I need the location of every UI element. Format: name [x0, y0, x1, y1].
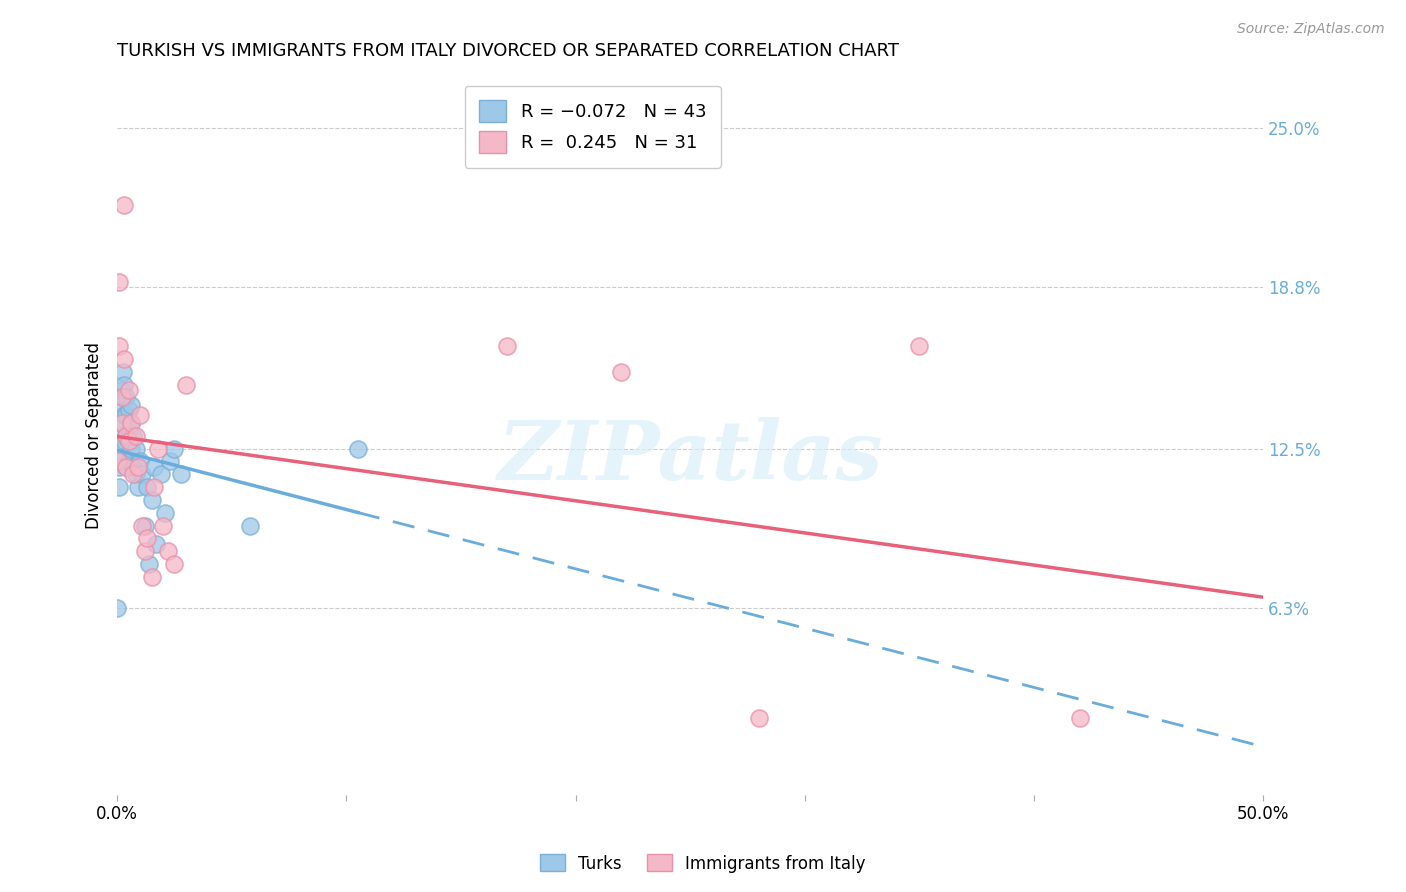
- Point: [115, 409, 138, 423]
- Point: [136, 480, 159, 494]
- Point: [108, 480, 131, 494]
- Point: [156, 544, 179, 558]
- Point: [112, 377, 135, 392]
- Point: [108, 275, 131, 289]
- Point: [127, 480, 149, 494]
- Point: [174, 377, 197, 392]
- Point: [118, 434, 141, 448]
- Point: [111, 403, 134, 417]
- Point: [108, 459, 131, 474]
- Point: [129, 409, 152, 423]
- Point: [148, 442, 170, 456]
- Legend: Turks, Immigrants from Italy: Turks, Immigrants from Italy: [533, 847, 873, 880]
- Point: [115, 459, 138, 474]
- Point: [115, 390, 138, 404]
- Point: [134, 544, 156, 558]
- Point: [118, 403, 141, 417]
- Point: [149, 467, 172, 482]
- Point: [239, 518, 262, 533]
- Point: [112, 409, 135, 423]
- Point: [107, 454, 129, 468]
- Point: [131, 518, 153, 533]
- Point: [142, 459, 165, 474]
- Point: [131, 467, 153, 482]
- Text: TURKISH VS IMMIGRANTS FROM ITALY DIVORCED OR SEPARATED CORRELATION CHART: TURKISH VS IMMIGRANTS FROM ITALY DIVORCE…: [117, 42, 900, 60]
- Point: [112, 390, 135, 404]
- Point: [122, 429, 145, 443]
- Point: [145, 536, 167, 550]
- Point: [118, 454, 141, 468]
- Point: [118, 424, 141, 438]
- Point: [134, 518, 156, 533]
- Point: [124, 467, 146, 482]
- Point: [120, 442, 142, 456]
- Point: [108, 339, 131, 353]
- Point: [347, 442, 370, 456]
- Point: [495, 339, 517, 353]
- Point: [141, 570, 163, 584]
- Point: [122, 467, 145, 482]
- Point: [124, 429, 146, 443]
- Point: [136, 532, 159, 546]
- Point: [107, 444, 129, 458]
- Point: [111, 383, 134, 397]
- Point: [127, 459, 149, 474]
- Point: [124, 442, 146, 456]
- Point: [163, 557, 186, 571]
- Point: [120, 398, 142, 412]
- Point: [141, 493, 163, 508]
- Point: [122, 459, 145, 474]
- Point: [155, 506, 177, 520]
- Point: [112, 434, 135, 448]
- Legend: R = −0.072   N = 43, R =  0.245   N = 31: R = −0.072 N = 43, R = 0.245 N = 31: [465, 86, 721, 168]
- Point: [142, 480, 165, 494]
- Point: [105, 600, 128, 615]
- Point: [120, 416, 142, 430]
- Point: [115, 429, 138, 443]
- Point: [163, 442, 186, 456]
- Point: [118, 383, 141, 397]
- Point: [110, 429, 132, 443]
- Text: ZIPatlas: ZIPatlas: [498, 417, 883, 498]
- Point: [908, 339, 931, 353]
- Point: [120, 416, 142, 430]
- Point: [129, 454, 152, 468]
- Point: [1069, 711, 1091, 725]
- Y-axis label: Divorced or Separated: Divorced or Separated: [86, 343, 103, 529]
- Point: [170, 467, 193, 482]
- Point: [112, 351, 135, 366]
- Point: [115, 459, 138, 474]
- Point: [112, 198, 135, 212]
- Point: [159, 454, 181, 468]
- Text: Source: ZipAtlas.com: Source: ZipAtlas.com: [1237, 22, 1385, 37]
- Point: [111, 390, 134, 404]
- Point: [115, 429, 138, 443]
- Point: [610, 365, 633, 379]
- Point: [111, 365, 134, 379]
- Point: [138, 557, 160, 571]
- Point: [748, 711, 770, 725]
- Point: [111, 416, 134, 430]
- Point: [111, 416, 134, 430]
- Point: [152, 518, 174, 533]
